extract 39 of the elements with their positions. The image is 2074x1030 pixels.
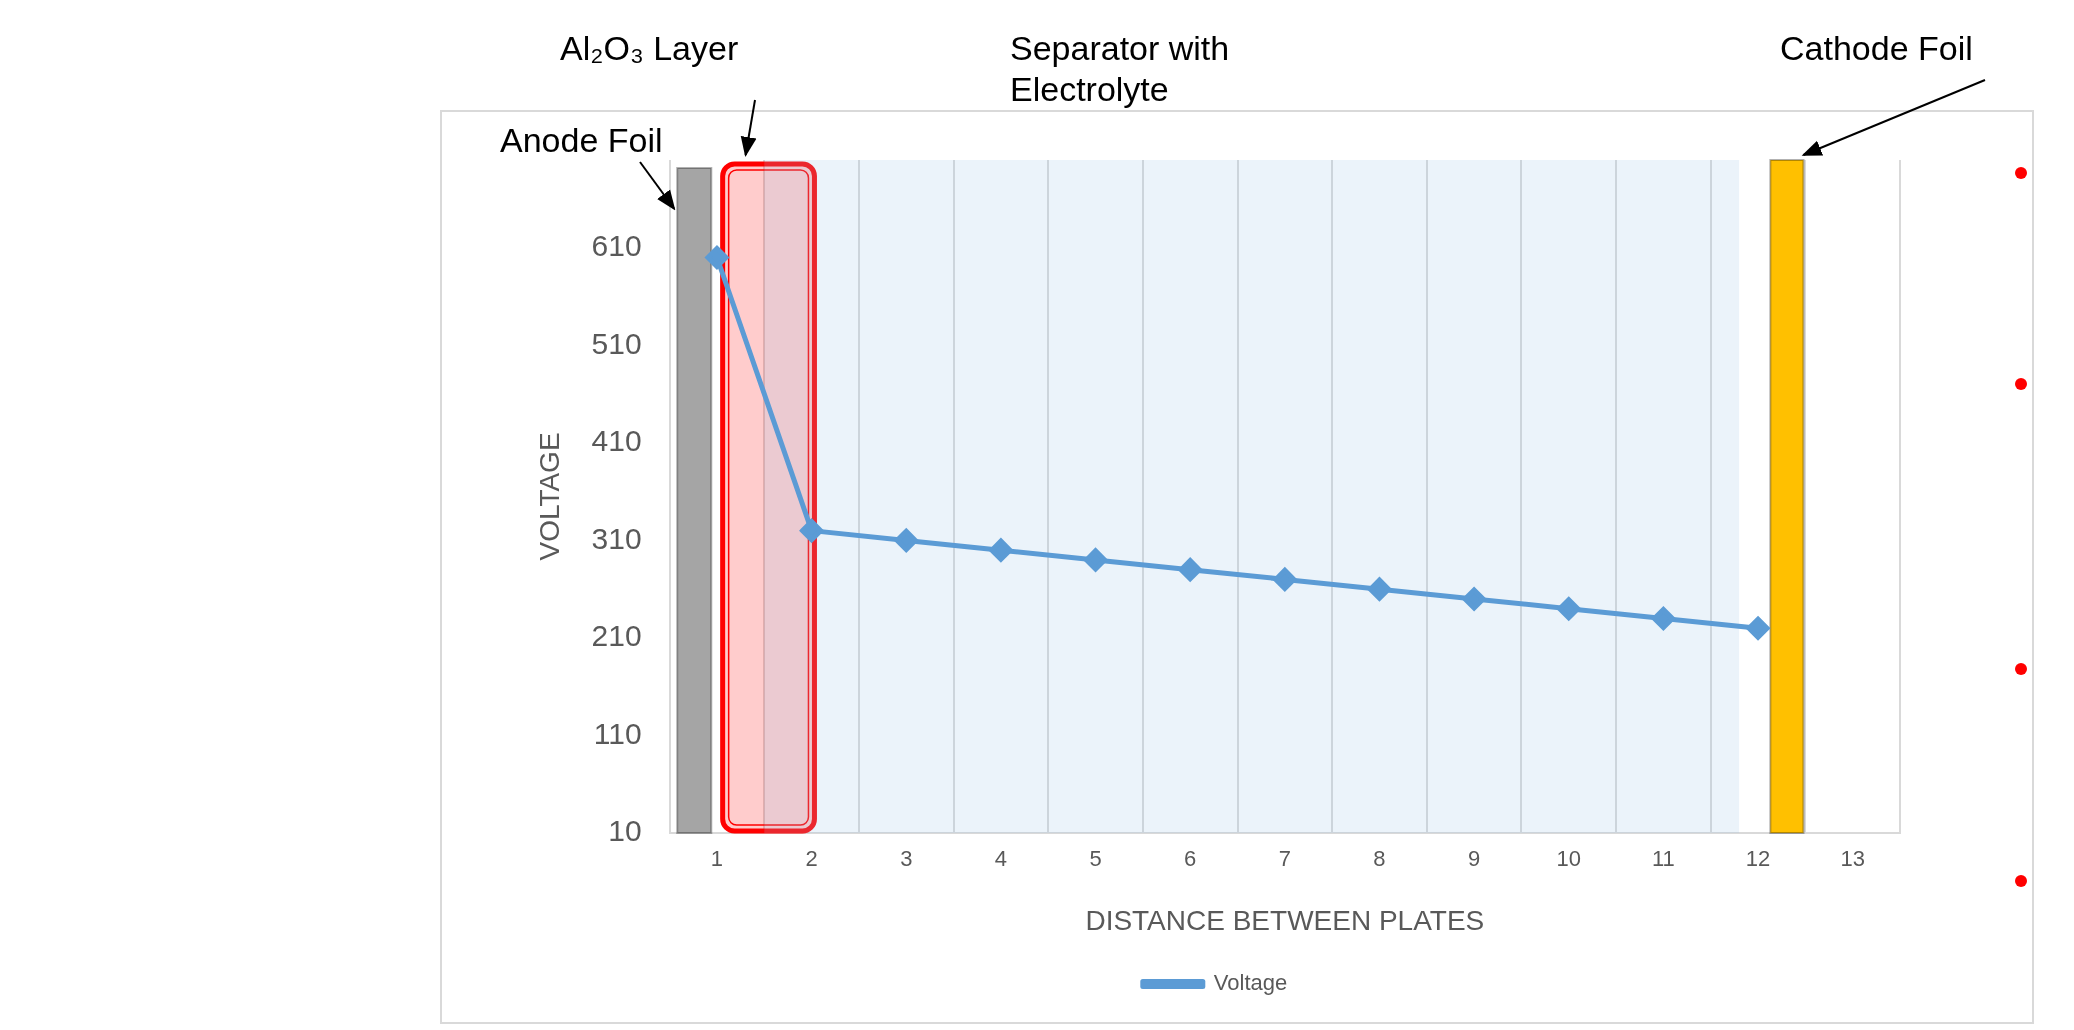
point xyxy=(1651,606,1675,630)
y-axis-title: VOLTAGE xyxy=(533,432,565,561)
point xyxy=(800,519,824,543)
point xyxy=(1746,616,1770,640)
point xyxy=(1557,597,1581,621)
x-tick-label: 8 xyxy=(1373,846,1386,872)
point xyxy=(1178,558,1202,582)
x-tick-label: 12 xyxy=(1745,846,1771,872)
point xyxy=(1084,548,1108,572)
band-label: Cathode Foil xyxy=(1780,28,1973,69)
point xyxy=(1367,577,1391,601)
x-tick-label: 7 xyxy=(1278,846,1291,872)
x-tick-label: 3 xyxy=(900,846,913,872)
x-tick-label: 6 xyxy=(1184,846,1197,872)
y-tick-label: 310 xyxy=(591,521,642,555)
x-tick-label: 11 xyxy=(1651,846,1675,872)
x-tick-label: 2 xyxy=(805,846,818,872)
y-tick-label: 410 xyxy=(591,424,642,458)
x-tick-label: 5 xyxy=(1089,846,1102,872)
point xyxy=(1462,587,1486,611)
x-tick-label: 9 xyxy=(1467,846,1481,872)
y-tick-label: 610 xyxy=(591,229,642,263)
legend-label: Voltage xyxy=(1213,970,1288,996)
band-label: Al₂O₃ Layer xyxy=(560,28,739,69)
x-tick-label: 13 xyxy=(1840,846,1865,872)
point xyxy=(989,538,1013,562)
x-tick-label: 4 xyxy=(994,846,1008,872)
point xyxy=(894,528,918,552)
x-tick-label: 1 xyxy=(710,846,724,872)
y-tick-label: 10 xyxy=(608,814,642,848)
y-tick-label: 210 xyxy=(591,619,642,653)
point xyxy=(1273,567,1297,591)
x-tick-label: 10 xyxy=(1556,846,1581,872)
band-label: Anode Foil xyxy=(500,120,663,161)
x-axis-title: DISTANCE BETWEEN PLATES xyxy=(1085,904,1485,936)
point xyxy=(705,246,729,270)
band-label: Separator with Electrolyte xyxy=(1010,28,1231,110)
y-tick-label: 510 xyxy=(591,326,642,360)
y-tick-label: 110 xyxy=(593,716,642,750)
